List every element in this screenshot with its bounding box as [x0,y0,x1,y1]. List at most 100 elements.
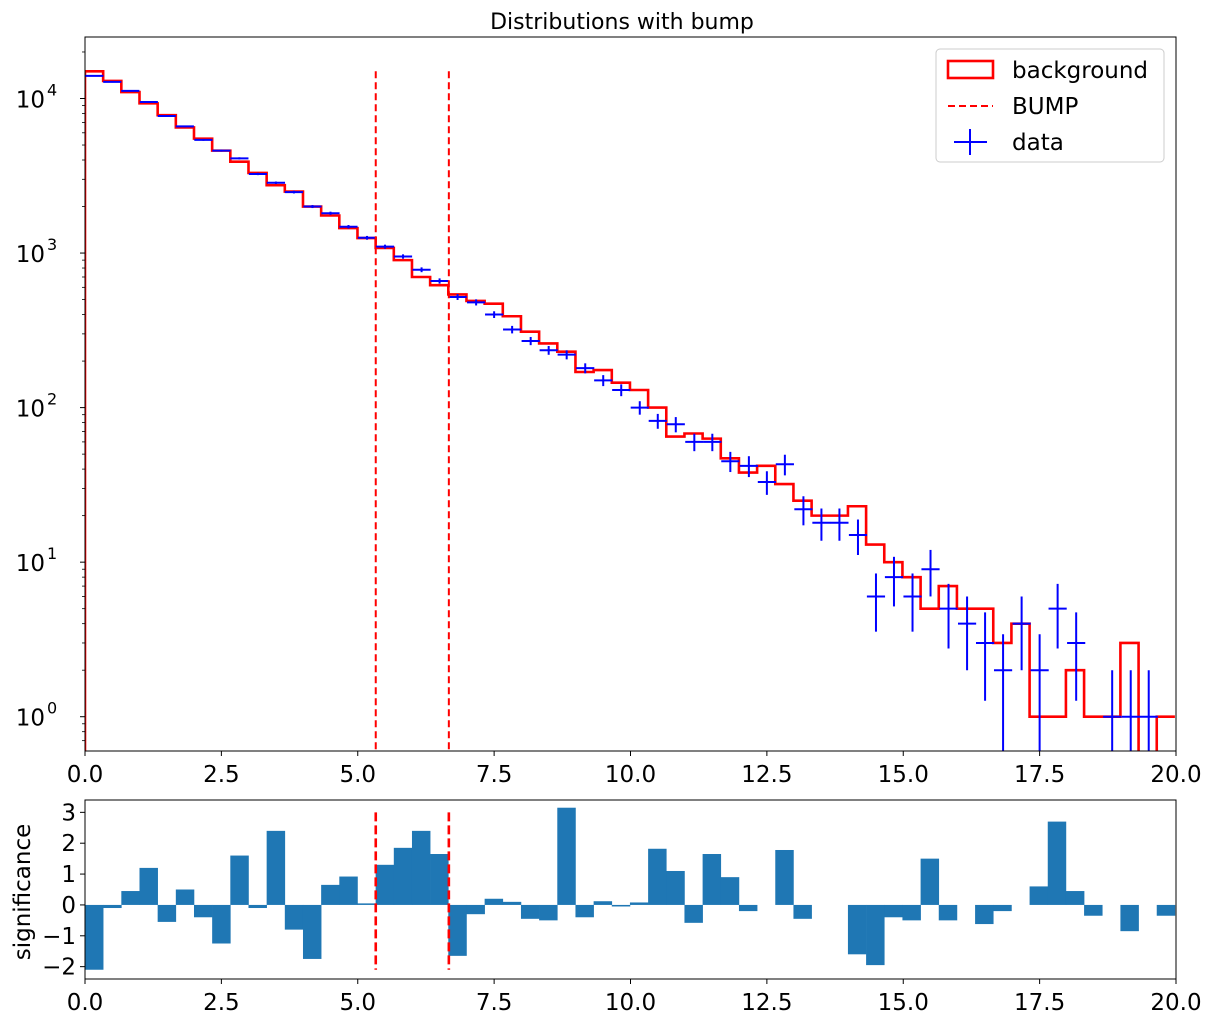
data-point [1030,634,1049,751]
x-tick-label: 10.0 [605,990,656,1016]
significance-bar [139,867,158,905]
data-point [393,254,413,259]
significance-bar [85,904,104,970]
x-tick-label: 15.0 [878,762,929,788]
significance-bar [1156,904,1176,916]
x-tick-label: 2.5 [203,990,240,1016]
data-point [903,573,922,632]
significance-bar [557,807,576,905]
data-point [993,634,1013,751]
x-tick-label: 7.5 [476,990,513,1016]
data-point [703,433,722,452]
significance-bar [193,904,213,918]
legend-label: background [1012,58,1148,84]
data-point [503,325,522,334]
significance-bar [793,904,812,919]
top-data-layer [85,69,1175,751]
data-point [630,401,649,415]
chart-title: Distributions with bump [490,10,754,35]
data-point [921,549,940,597]
significance-bar [121,891,140,905]
data-point [248,172,268,176]
data-point [848,519,868,555]
y-tick-label: 10 [16,397,45,423]
y-tick-label: −2 [42,955,76,981]
significance-bar [1120,904,1139,932]
significance-bar [902,904,921,921]
significance-bar [702,854,722,905]
significance-bar [866,904,885,966]
data-point [339,225,358,229]
data-point [939,583,958,649]
data-point [739,456,758,478]
significance-bar [339,876,358,905]
x-tick-label: 7.5 [476,762,513,788]
significance-bar [157,904,177,922]
data-point [812,508,831,541]
y-tick-exponent: 2 [47,390,57,409]
data-point [1048,583,1067,649]
x-tick-label: 17.5 [1014,990,1065,1016]
data-point [884,556,904,607]
y-tick-label: 10 [16,88,45,114]
data-point [430,278,449,284]
significance-bar [666,870,685,905]
significance-bar [375,864,395,905]
data-point [485,311,504,319]
significance-bar [938,904,958,921]
x-tick-label: 17.5 [1014,762,1065,788]
data-point [212,149,231,152]
data-point [1067,612,1086,701]
significance-bar [430,854,449,905]
significance-bar [847,904,867,955]
significance-bar [993,904,1012,912]
data-point [284,190,304,194]
data-point [375,244,395,249]
data-point [1103,670,1122,751]
significance-bar [684,904,703,923]
data-point [448,294,467,300]
bottom-plot: 0.0 2.5 5.0 7.5 10.0 12.5 15.0 17.5 20.0 −2 −1 0 1 2 3… [10,799,1202,1016]
significance-bar [321,884,340,905]
data-point [303,205,322,209]
legend-label: BUMP [1012,94,1078,120]
data-point [121,89,140,92]
significance-bar [302,904,322,959]
data-point [412,267,431,273]
significance-bar [1047,821,1067,905]
x-tick-label: 12.5 [741,762,792,788]
significance-bar [484,898,504,905]
data-point [775,454,794,476]
data-point [721,451,740,473]
significance-bar [230,855,249,905]
data-point [521,336,540,346]
data-point [321,211,340,215]
significance-bar [648,848,667,905]
x-tick-label: 10.0 [605,762,656,788]
significance-bar [629,902,649,905]
data-point [557,350,576,360]
data-point [957,596,977,671]
data-point [757,471,776,495]
data-point [194,138,213,141]
data-point [1121,670,1140,751]
y-tick-label: 10 [16,242,45,268]
legend-swatch-background [946,59,995,80]
significance-bar [1029,886,1049,905]
data-point [576,363,595,374]
data-point [357,235,377,240]
data-point [85,74,104,77]
x-tick-label: 5.0 [339,762,376,788]
data-point [666,417,685,433]
y-tick-label: 1 [61,862,76,888]
data-point [175,125,194,128]
significance-bar [502,901,522,905]
x-tick-label: 12.5 [741,990,792,1016]
data-point [1139,670,1158,751]
legend-label: data [1012,130,1064,156]
data-point [139,100,158,103]
significance-bar [738,904,758,912]
y-tick-label: 0 [61,893,76,919]
bottom-axes: 0.0 2.5 5.0 7.5 10.0 12.5 15.0 17.5 20.0 −2 −1 0 1 2 3 [42,799,1202,1016]
